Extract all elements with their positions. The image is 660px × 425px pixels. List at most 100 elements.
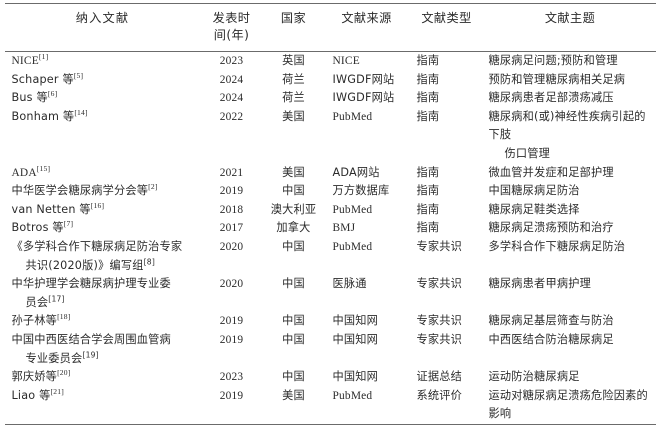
cell-topic-text: 中西医结合防治糖尿病足 [488,332,614,346]
cell-publication-year: 2019 [201,387,263,424]
cell-publication-year: 2024 [201,89,263,108]
table-row: Botros 等[7] 2017 加拿大 BMJ 指南 糖尿病足溃疡预防和治疗 [5,219,656,238]
cell-included-literature-text: van Netten 等 [11,202,91,216]
cell-country-text: 美国 [282,109,305,123]
cell-topic-text: 运动防治糖尿病足 [488,370,580,384]
cell-publication-year: 2019 [201,182,263,201]
cell-country-text: 中国 [282,332,305,346]
cell-included-literature: NICE[1] [5,52,201,71]
cell-topic-continuation: 伤口管理 [504,146,551,160]
cell-source-text: 医脉通 [332,277,367,291]
cell-included-literature-continuation-reference-marker: [19] [82,349,99,359]
cell-topic: 中国糖尿病足防治 [485,182,656,201]
cell-source: PubMed [325,387,409,424]
column-header-publication-year: 发表时 间(年) [201,4,263,51]
cell-source-text: PubMed [332,110,373,123]
cell-source-text: 万方数据库 [332,184,390,198]
cell-publication-year-text: 2018 [219,203,244,216]
cell-included-literature-reference-marker: [5] [73,70,84,80]
cell-source: PubMed [325,238,409,275]
cell-topic: 糖尿病和(或)神经性疾病引起的下肢 伤口管理 [485,108,656,164]
cell-publication-year: 2021 [201,164,263,183]
cell-topic: 糖尿病足问题;预防和管理 [485,52,656,71]
cell-publication-year-text: 2022 [219,110,244,123]
cell-type-text: 指南 [416,165,440,179]
table-row: 中国中西医结合学会周围血管病 专业委员会[19] 2019 中国 中国知网 专家共识 中西医… [5,331,656,368]
cell-topic: 糖尿病患者足部溃疡减压 [485,89,656,108]
cell-country: 澳大利亚 [263,201,325,220]
table-row: van Netten 等[16] 2018 澳大利亚 PubMed 指南 糖尿病足鞋类选择 [5,201,656,220]
table-head: 纳入文献 发表时 间(年) 国家 文献来源 文献类型 文献主题 [5,4,656,51]
table-row: Bus 等[6] 2024 荷兰 IWGDF网站 指南 糖尿病患者足部溃疡减压 [5,89,656,108]
cell-country-text: 澳大利亚 [270,202,317,216]
column-header-source: 文献来源 [341,11,392,25]
cell-source: BMJ [325,219,409,238]
cell-type: 专家共识 [409,312,485,331]
cell-type-text: 指南 [416,221,440,235]
cell-country: 美国 [263,108,325,164]
cell-publication-year: 2020 [201,275,263,312]
cell-included-literature-text: NICE [11,55,39,67]
cell-publication-year: 2023 [201,368,263,387]
cell-publication-year: 2019 [201,312,263,331]
cell-publication-year: 2017 [201,219,263,238]
column-header-year-line1: 发表时 [212,11,251,25]
cell-included-literature-text: 《多学科合作下糖尿病足防治专家 [11,239,183,253]
cell-topic-text: 微血管并发症和足部护理 [488,165,614,179]
cell-source: 中国知网 [325,312,409,331]
cell-country-text: 中国 [282,314,305,328]
cell-source: ADA网站 [325,164,409,183]
cell-country: 中国 [263,238,325,275]
cell-source: PubMed [325,201,409,220]
cell-included-literature-reference-marker: [7] [63,219,74,229]
cell-publication-year-text: 2021 [219,166,244,179]
cell-source: 中国知网 [325,331,409,368]
table-header-row: 纳入文献 发表时 间(年) 国家 文献来源 文献类型 文献主题 [5,4,656,51]
cell-country: 加拿大 [263,219,325,238]
cell-type-text: 专家共识 [416,314,463,328]
table-row: 中华医学会糖尿病学分会等[2] 2019 中国 万方数据库 指南 中国糖尿病足防治 [5,182,656,201]
cell-source: 医脉通 [325,275,409,312]
cell-type: 指南 [409,201,485,220]
cell-topic-text: 糖尿病足基层筛查与防治 [488,314,614,328]
cell-type: 专家共识 [409,331,485,368]
cell-included-literature: 郭庆娇等[20] [5,368,201,387]
table-row: Liao 等[21] 2019 美国 PubMed 系统评价 运动对糖尿病足溃疡危险因素的… [5,387,656,424]
cell-source-text: PubMed [332,389,373,402]
cell-publication-year: 2022 [201,108,263,164]
cell-included-literature-text: Liao 等 [11,388,51,402]
cell-publication-year: 2018 [201,201,263,220]
cell-included-literature: 中华护理学会糖尿病护理专业委 员会[17] [5,275,201,312]
cell-publication-year-text: 2024 [219,73,244,86]
cell-included-literature-reference-marker: [18] [57,312,71,322]
cell-type-text: 专家共识 [416,239,463,253]
cell-included-literature: 《多学科合作下糖尿病足防治专家 共识(2020版)》编写组[8] [5,238,201,275]
cell-country: 中国 [263,275,325,312]
cell-source-text: NICE [332,55,360,67]
column-header-year-line2: 间(年) [213,28,250,42]
cell-country: 中国 [263,331,325,368]
cell-topic-text: 糖尿病患者足部溃疡减压 [488,91,614,105]
column-header-country: 国家 [280,11,307,25]
cell-source-text: IWGDF网站 [332,72,395,86]
cell-source: 万方数据库 [325,182,409,201]
cell-type: 系统评价 [409,387,485,424]
cell-included-literature-text: 中国中西医结合学会周围血管病 [11,332,171,346]
cell-country: 中国 [263,368,325,387]
cell-included-literature-text: 中华医学会糖尿病学分会等 [11,184,149,198]
column-header-included-literature: 纳入文献 [75,11,130,25]
cell-included-literature-text: 孙子林等 [11,314,58,328]
cell-country: 中国 [263,312,325,331]
cell-type-text: 证据总结 [416,370,463,384]
column-header-topic: 文献主题 [544,11,596,25]
cell-country-text: 美国 [282,388,305,402]
cell-source: IWGDF网站 [325,71,409,90]
cell-type-text: 专家共识 [416,277,463,291]
table-row: ADA[15] 2021 美国 ADA网站 指南 微血管并发症和足部护理 [5,164,656,183]
cell-type: 证据总结 [409,368,485,387]
table-row: Schaper 等[5] 2024 荷兰 IWGDF网站 指南 预防和管理糖尿病相关足病 [5,71,656,90]
cell-included-literature-text: Botros 等 [11,221,64,235]
table-row: 中华护理学会糖尿病护理专业委 员会[17] 2020 中国 医脉通 专家共识 糖尿病患者甲病… [5,275,656,312]
table-rule-top [4,3,656,4]
cell-included-literature-reference-marker: [2] [148,182,158,192]
